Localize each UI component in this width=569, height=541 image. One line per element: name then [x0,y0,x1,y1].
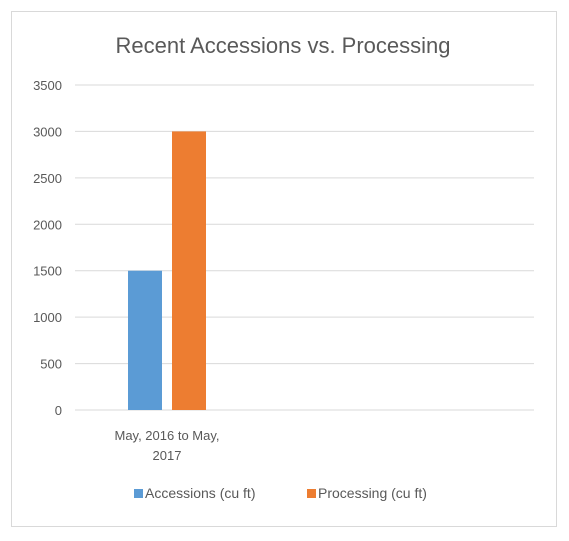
legend-swatch [307,489,316,498]
y-tick-label: 1500 [33,264,62,279]
y-tick-label: 1000 [33,310,62,325]
bar-processing [172,131,206,410]
legend: Accessions (cu ft) Processing (cu ft) [134,485,427,501]
y-tick-label: 500 [40,357,62,372]
chart-title: Recent Accessions vs. Processing [115,33,450,58]
chart-frame [11,11,557,527]
y-tick-label: 3000 [33,124,62,139]
x-tick-label: May, 2016 to May, [114,428,219,443]
x-axis-labels: May, 2016 to May, 2017 [114,428,219,463]
y-axis-ticks: 0 500 1000 1500 2000 2500 3000 3500 [33,78,62,418]
x-tick-label: 2017 [153,448,182,463]
bar-accessions [128,270,162,410]
y-tick-label: 2500 [33,171,62,186]
y-tick-label: 3500 [33,78,62,93]
bars [128,131,206,410]
y-tick-label: 0 [55,403,62,418]
legend-label: Processing (cu ft) [318,485,427,501]
legend-swatch [134,489,143,498]
legend-label: Accessions (cu ft) [145,485,255,501]
y-tick-label: 2000 [33,217,62,232]
